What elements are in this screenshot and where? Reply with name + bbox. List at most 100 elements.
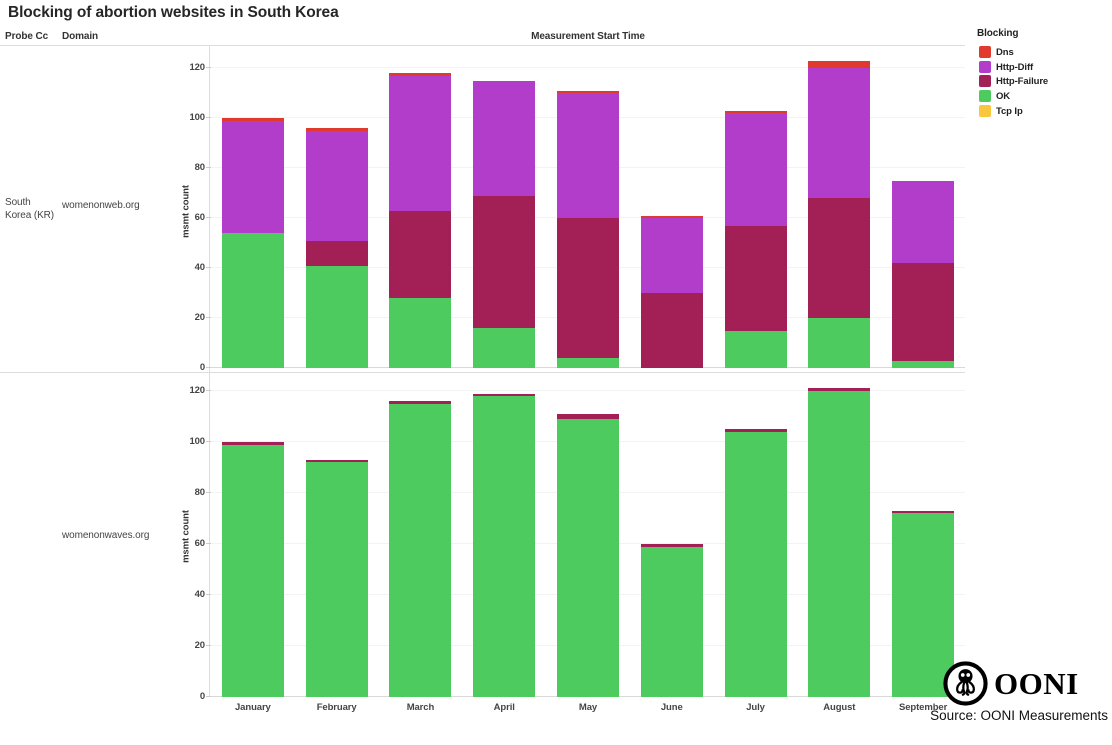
y-tick-mark xyxy=(206,492,211,493)
x-tick-label: June xyxy=(660,702,683,713)
bar-segment[interactable] xyxy=(221,442,284,445)
bar-segment[interactable] xyxy=(221,233,284,368)
bar-segment[interactable] xyxy=(305,128,368,131)
bar-segment[interactable] xyxy=(808,318,871,368)
bar-segment[interactable] xyxy=(892,360,955,368)
ooni-brand-text: OONI xyxy=(994,666,1079,701)
row-label-probe-cc: South Korea (KR) xyxy=(5,197,55,221)
bar-segment[interactable] xyxy=(557,419,619,697)
bar-segment[interactable] xyxy=(808,391,871,697)
bar-segment[interactable] xyxy=(221,118,284,121)
y-tick-mark xyxy=(206,441,211,442)
bar-segment[interactable] xyxy=(305,265,368,368)
bar-segment[interactable] xyxy=(557,413,619,420)
bar-segment[interactable] xyxy=(389,298,452,368)
column-divider-line xyxy=(209,45,210,697)
column-header-domain: Domain xyxy=(62,31,99,42)
x-tick-label: May xyxy=(578,702,598,713)
bar-segment[interactable] xyxy=(640,218,703,293)
bar-segment[interactable] xyxy=(473,393,536,397)
legend-item-dns[interactable]: Dns xyxy=(979,46,1099,59)
bar-segment[interactable] xyxy=(473,195,536,328)
column-header-probe-cc: Probe Cc xyxy=(5,31,49,42)
y-tick-mark xyxy=(206,645,211,646)
bar-segment[interactable] xyxy=(892,180,955,263)
bar-segment[interactable] xyxy=(724,429,787,432)
bar-segment[interactable] xyxy=(808,198,871,318)
row-label-domain-womenonweb: womenonweb.org xyxy=(62,200,140,211)
bar-segment[interactable] xyxy=(389,73,452,76)
bar-segment[interactable] xyxy=(389,401,452,404)
bar-segment[interactable] xyxy=(221,444,284,697)
y-tick-label: 0 xyxy=(199,362,205,373)
bar-segment[interactable] xyxy=(389,210,452,298)
y-tick-mark xyxy=(206,317,211,318)
bar-segment[interactable] xyxy=(389,403,452,697)
bar-segment[interactable] xyxy=(892,513,955,697)
bar-segment[interactable] xyxy=(557,90,619,93)
legend-color-swatch xyxy=(979,104,991,117)
bar-segment[interactable] xyxy=(305,130,368,241)
y-tick-label: 100 xyxy=(189,436,205,447)
bar-segment[interactable] xyxy=(389,75,452,211)
bar-segment[interactable] xyxy=(640,293,703,368)
bar-segment[interactable] xyxy=(473,328,536,368)
bar-segment[interactable] xyxy=(557,358,619,368)
y-tick-label: 40 xyxy=(194,589,205,600)
bar-segment[interactable] xyxy=(724,113,787,226)
bar-segment[interactable] xyxy=(724,330,787,368)
source-attribution: Source: OONI Measurements xyxy=(930,708,1108,723)
row-label-domain-womenonwaves: womenonwaves.org xyxy=(62,530,150,541)
y-tick-mark xyxy=(206,217,211,218)
bar-segment[interactable] xyxy=(724,110,787,113)
bar-segment[interactable] xyxy=(557,218,619,358)
y-tick-label: 100 xyxy=(189,112,205,123)
bar-segment[interactable] xyxy=(892,263,955,361)
legend-color-swatch xyxy=(979,75,991,88)
bar-segment[interactable] xyxy=(808,60,871,68)
bar-segment[interactable] xyxy=(808,388,871,391)
bar-segment[interactable] xyxy=(640,546,703,697)
bar-segment[interactable] xyxy=(892,510,955,514)
bar-segment[interactable] xyxy=(221,120,284,233)
y-tick-label: 40 xyxy=(194,262,205,273)
y-tick-mark xyxy=(206,117,211,118)
ooni-logo xyxy=(942,660,989,707)
legend-item-label: Dns xyxy=(996,47,1014,58)
y-tick-mark xyxy=(206,267,211,268)
x-tick-label: August xyxy=(823,702,856,713)
x-tick-label: January xyxy=(235,702,271,713)
y-tick-label: 60 xyxy=(194,538,205,549)
bar-segment[interactable] xyxy=(640,544,703,547)
legend-item-ok[interactable]: OK xyxy=(979,90,1099,103)
legend-item-http-failure[interactable]: Http-Failure xyxy=(979,75,1099,88)
y-axis-title-bottom: msmt count xyxy=(180,510,192,563)
bar-segment[interactable] xyxy=(305,240,368,266)
legend-item-http-diff[interactable]: Http-Diff xyxy=(979,60,1099,74)
header-divider-line xyxy=(0,45,965,46)
legend-item-label: OK xyxy=(996,91,1011,103)
bar-segment[interactable] xyxy=(640,215,703,218)
bar-segment[interactable] xyxy=(724,431,787,697)
bar-segment[interactable] xyxy=(473,396,536,697)
x-tick-label: February xyxy=(316,702,357,713)
bar-segment[interactable] xyxy=(724,225,787,331)
bar-segment[interactable] xyxy=(305,462,368,697)
legend-item-label: Tcp Ip xyxy=(996,105,1023,117)
y-tick-mark xyxy=(206,696,211,697)
bar-segment[interactable] xyxy=(557,93,619,218)
y-tick-label: 80 xyxy=(194,162,205,173)
x-tick-label: July xyxy=(746,702,765,713)
y-tick-label: 80 xyxy=(194,487,205,498)
bar-segment[interactable] xyxy=(473,80,536,196)
y-tick-mark xyxy=(206,543,211,544)
legend-item-tcp-ip[interactable]: Tcp Ip xyxy=(979,104,1099,118)
legend-color-swatch xyxy=(979,46,991,58)
legend-color-swatch xyxy=(979,90,991,103)
bar-segment[interactable] xyxy=(808,68,871,198)
bar-segment[interactable] xyxy=(305,459,368,463)
y-tick-label: 120 xyxy=(189,62,205,73)
row-divider-line xyxy=(0,372,965,373)
y-tick-label: 0 xyxy=(199,691,205,702)
y-tick-label: 120 xyxy=(189,385,205,396)
